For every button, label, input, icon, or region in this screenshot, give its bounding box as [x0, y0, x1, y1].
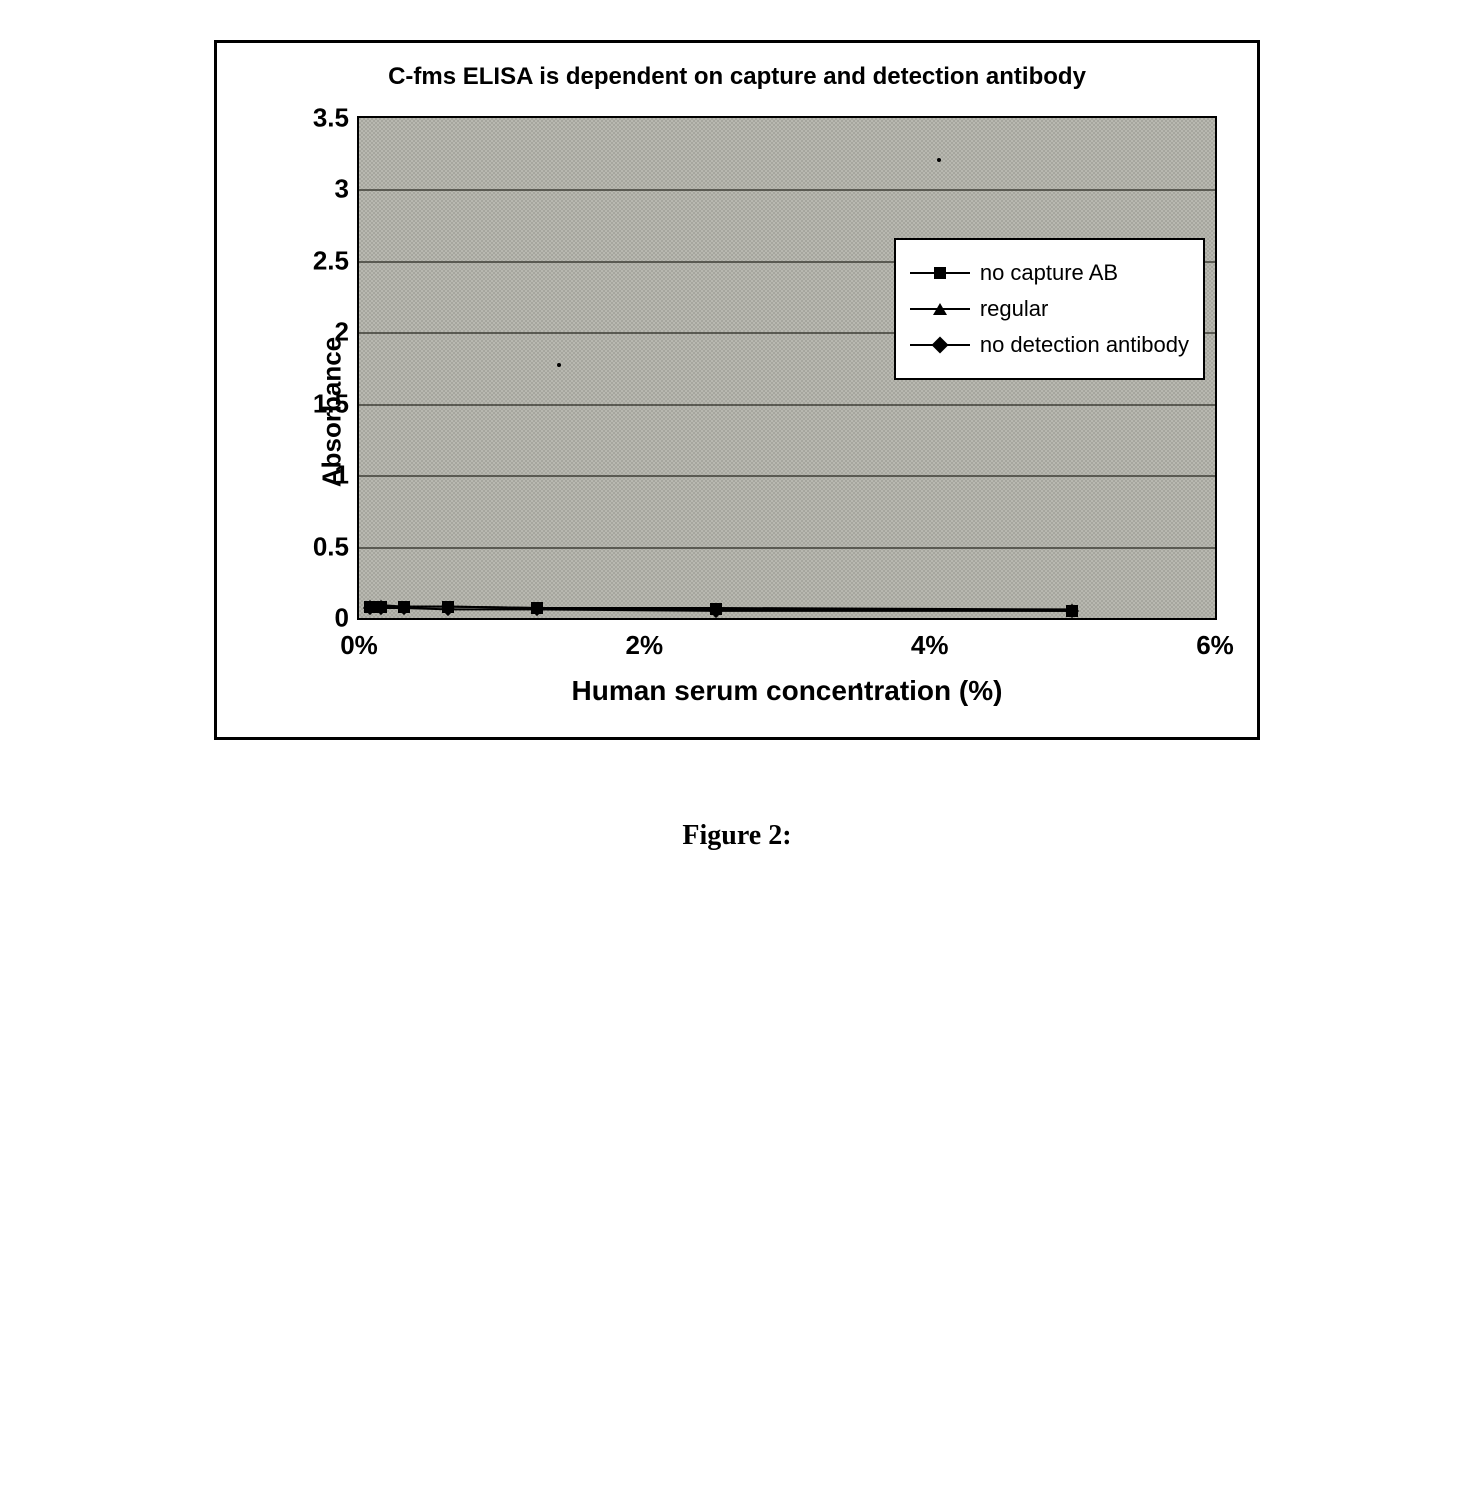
ytick-label: 3.5: [313, 103, 359, 134]
legend-swatch-diamond: [910, 335, 970, 355]
xtick-label: 6%: [1196, 618, 1234, 661]
xtick-label: 0%: [340, 618, 378, 661]
legend-label: no capture AB: [980, 260, 1118, 286]
figure-frame: C-fms ELISA is dependent on capture and …: [214, 40, 1260, 740]
plot-area: no capture AB regular no detection antib…: [357, 116, 1217, 620]
legend-label: regular: [980, 296, 1048, 322]
data-point: [711, 606, 721, 616]
legend-label: no detection antibody: [980, 332, 1189, 358]
legend-swatch-triangle: [910, 299, 970, 319]
ytick-label: 2.5: [313, 245, 359, 276]
ytick-label: 3: [335, 174, 359, 205]
data-point: [1067, 606, 1077, 616]
legend-item: no detection antibody: [910, 332, 1189, 358]
legend-item: no capture AB: [910, 260, 1189, 286]
figure-caption: Figure 2:: [40, 820, 1434, 852]
speck: [857, 683, 861, 687]
xtick-label: 4%: [911, 618, 949, 661]
ytick-label: 2: [335, 317, 359, 348]
chart-wrap: Absorbance no capture AB regular: [357, 116, 1217, 707]
chart-title: C-fms ELISA is dependent on capture and …: [237, 63, 1237, 91]
data-point: [399, 603, 409, 613]
data-point: [532, 604, 542, 614]
ytick-label: 1: [335, 460, 359, 491]
ytick-label: 0.5: [313, 531, 359, 562]
legend: no capture AB regular no detection antib…: [894, 238, 1205, 380]
x-axis-label: Human serum concentration (%): [357, 675, 1217, 707]
ytick-label: 1.5: [313, 388, 359, 419]
data-point: [443, 604, 453, 614]
data-point: [376, 603, 386, 613]
legend-swatch-square: [910, 263, 970, 283]
xtick-label: 2%: [626, 618, 664, 661]
legend-item: regular: [910, 296, 1189, 322]
